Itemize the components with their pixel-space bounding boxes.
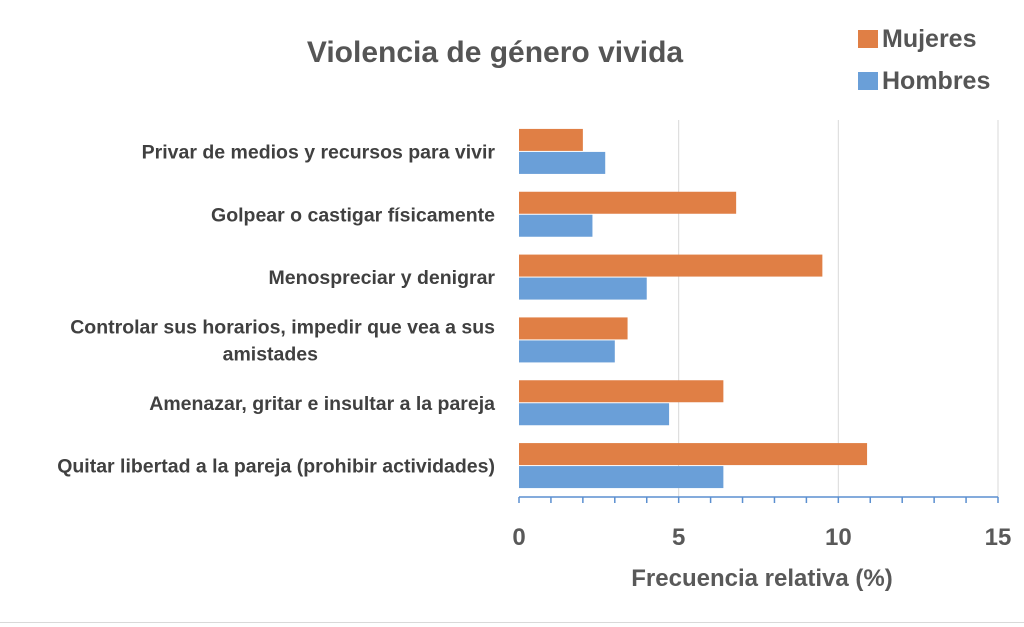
bar-hombres bbox=[519, 403, 670, 426]
x-tick-label: 0 bbox=[512, 524, 525, 551]
x-tick-label: 15 bbox=[985, 524, 1012, 551]
chart-title: Violencia de género vivida bbox=[307, 36, 684, 69]
category-labels: Privar de medios y recursos para vivir Go… bbox=[57, 141, 495, 477]
legend-label-hombres: Hombres bbox=[882, 67, 990, 95]
category-label: Controlar sus horarios, impedir que vea … bbox=[70, 316, 495, 365]
bar-hombres bbox=[519, 151, 606, 174]
legend: Mujeres Hombres bbox=[858, 25, 990, 95]
bar-mujeres bbox=[519, 443, 868, 466]
bar-mujeres bbox=[519, 380, 724, 403]
category-label: Quitar libertad a la pareja (prohibir ac… bbox=[57, 456, 495, 478]
x-tick-label: 5 bbox=[672, 524, 685, 551]
gridlines bbox=[678, 120, 999, 497]
bar-mujeres bbox=[519, 128, 583, 151]
category-label: Privar de medios y recursos para vivir bbox=[142, 141, 496, 163]
bar-hombres bbox=[519, 340, 615, 363]
x-tick-label: 10 bbox=[825, 524, 852, 551]
category-label: Amenazar, gritar e insultar a la pareja bbox=[149, 393, 495, 415]
bar-mujeres bbox=[519, 191, 737, 214]
category-label: Menospreciar y denigrar bbox=[269, 267, 496, 289]
bars bbox=[519, 128, 868, 489]
bottom-divider bbox=[0, 622, 1024, 623]
x-axis: 0 5 10 15 bbox=[512, 496, 1012, 551]
legend-label-mujeres: Mujeres bbox=[882, 25, 976, 53]
bar-hombres bbox=[519, 214, 593, 237]
bar-hombres bbox=[519, 277, 647, 300]
bar-mujeres bbox=[519, 317, 628, 340]
x-axis-title: Frecuencia relativa (%) bbox=[631, 565, 892, 592]
category-label: Golpear o castigar físicamente bbox=[211, 204, 495, 226]
bar-hombres bbox=[519, 466, 724, 489]
legend-swatch-hombres bbox=[858, 72, 878, 90]
legend-swatch-mujeres bbox=[858, 30, 878, 48]
bar-mujeres bbox=[519, 254, 823, 277]
